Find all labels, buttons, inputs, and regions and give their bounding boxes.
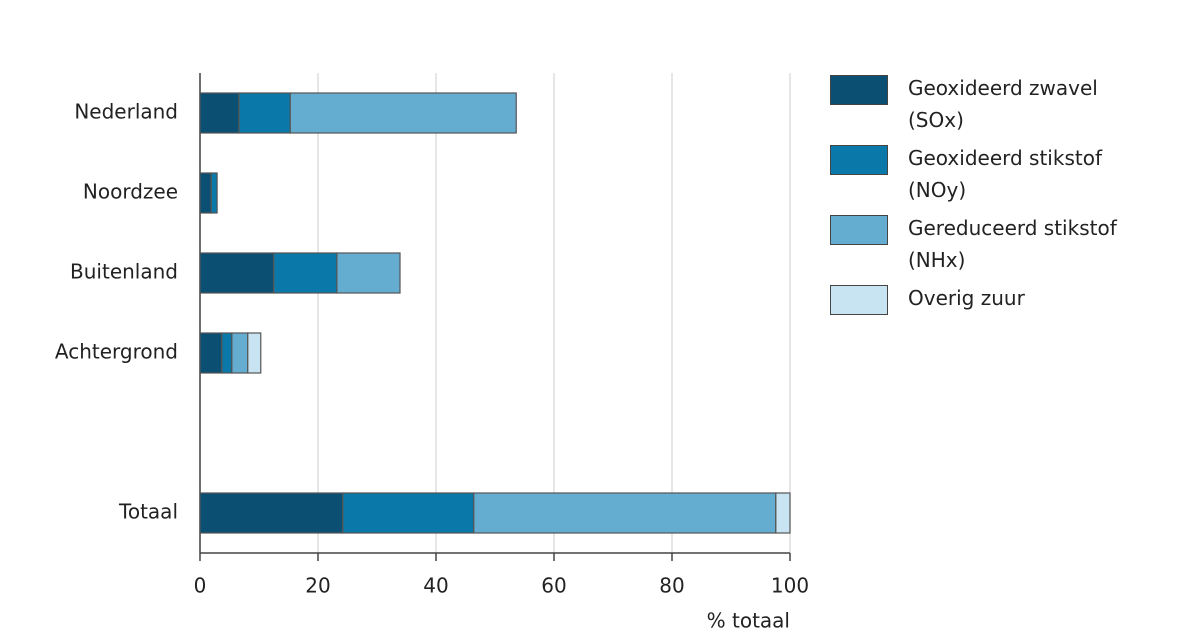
- legend-item: Geoxideerd stikstof (NOy): [830, 142, 1150, 206]
- x-tick-label: 100: [771, 574, 809, 598]
- legend-label: Overig zuur: [908, 286, 1025, 310]
- y-tick-label: Achtergrond: [55, 340, 178, 364]
- x-tick-label: 60: [541, 574, 566, 598]
- y-tick-label: Noordzee: [83, 180, 178, 204]
- legend-label: Gereduceerd stikstof (NHx): [908, 216, 1117, 272]
- x-tick-label: 20: [305, 574, 330, 598]
- bar-segment: [342, 492, 475, 534]
- bar-segment: [336, 252, 401, 294]
- bar-segment: [199, 332, 223, 374]
- legend: Geoxideerd zwavel (SOx) Geoxideerd stikst…: [830, 72, 1150, 321]
- bar-segment: [199, 92, 240, 134]
- legend-label: Geoxideerd stikstof (NOy): [908, 146, 1102, 202]
- bar-segment: [775, 492, 791, 534]
- y-tick-label: Buitenland: [70, 260, 178, 284]
- bar-segment: [289, 92, 517, 134]
- legend-label: Geoxideerd zwavel (SOx): [908, 76, 1098, 132]
- bar-segment: [231, 332, 249, 374]
- x-tick-label: 0: [194, 574, 207, 598]
- bar-segment: [199, 172, 212, 214]
- legend-swatch: [830, 215, 888, 245]
- y-tick-label: Nederland: [74, 100, 178, 124]
- x-tick-label: 80: [659, 574, 684, 598]
- bar-segment: [273, 252, 338, 294]
- legend-item: Gereduceerd stikstof (NHx): [830, 212, 1150, 276]
- legend-item: Overig zuur: [830, 282, 1150, 315]
- bar-segment: [247, 332, 262, 374]
- bar-segment: [473, 492, 777, 534]
- legend-item: Geoxideerd zwavel (SOx): [830, 72, 1150, 136]
- bar-segment: [221, 332, 233, 374]
- bar-segment: [199, 252, 275, 294]
- bar-segment: [199, 492, 344, 534]
- x-tick-label: 40: [423, 574, 448, 598]
- x-axis-label: % totaal: [707, 609, 790, 630]
- legend-swatch: [830, 285, 888, 315]
- legend-swatch: [830, 75, 888, 105]
- bar-segment: [238, 92, 291, 134]
- y-tick-label: Totaal: [118, 500, 178, 524]
- legend-swatch: [830, 145, 888, 175]
- bar-segment: [210, 172, 218, 214]
